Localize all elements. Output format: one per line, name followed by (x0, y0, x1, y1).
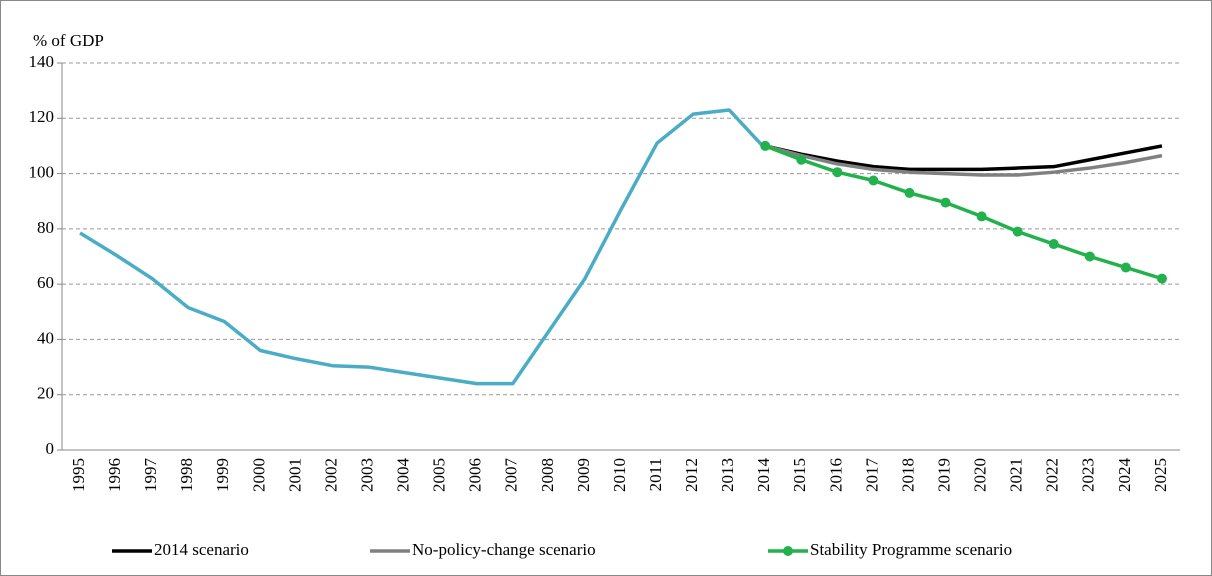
y-tick-label: 40 (37, 328, 54, 347)
legend-label: 2014 scenario (154, 540, 249, 559)
x-tick-label: 2007 (502, 458, 521, 493)
x-tick-label: 2013 (718, 458, 737, 492)
x-tick-label: 2010 (610, 458, 629, 492)
series-line (79, 108, 767, 386)
point-marker (1012, 226, 1023, 237)
x-tick-label: 2008 (538, 458, 557, 492)
x-tick-label: 2015 (790, 458, 809, 492)
point-marker (940, 197, 951, 208)
series-line (764, 144, 1163, 177)
x-tick-label: 2019 (934, 458, 953, 492)
x-tick-label: 2000 (249, 458, 268, 492)
series-line (764, 144, 1163, 281)
y-tick-label: 120 (29, 107, 55, 126)
x-tick-label: 2018 (898, 458, 917, 492)
point-marker (760, 140, 771, 151)
x-tick-label: 1999 (213, 458, 232, 492)
x-tick-label: 2020 (971, 458, 990, 492)
x-tick-label: 2022 (1043, 458, 1062, 492)
legend-label: No-policy-change scenario (412, 540, 596, 559)
x-tick-label: 2025 (1151, 458, 1170, 492)
x-tick-label: 2001 (285, 458, 304, 492)
point-marker (1156, 273, 1167, 284)
x-tick-label: 2016 (826, 458, 845, 492)
x-tick-label: 2003 (357, 458, 376, 492)
y-tick-label: 20 (37, 384, 54, 403)
x-tick-label: 2023 (1079, 458, 1098, 492)
x-tick-label: 2009 (574, 458, 593, 492)
x-tick-label: 1997 (141, 458, 160, 493)
point-marker (1084, 251, 1095, 262)
y-tick-label: 100 (29, 162, 55, 181)
x-tick-label: 2017 (862, 458, 881, 493)
x-tick-label: 2011 (646, 458, 665, 491)
x-tick-label: 2014 (754, 458, 773, 493)
y-tick-label: 140 (29, 52, 55, 71)
x-tick-label: 2024 (1115, 458, 1134, 493)
x-tick-label: 2005 (430, 458, 449, 492)
legend-marker (783, 546, 793, 556)
point-marker (976, 211, 987, 222)
point-marker (904, 187, 915, 198)
x-tick-label: 2006 (466, 458, 485, 492)
x-tick-label: 1998 (177, 458, 196, 492)
y-axis-label: % of GDP (33, 31, 104, 50)
legend-label: Stability Programme scenario (810, 540, 1012, 559)
point-marker (1120, 262, 1131, 273)
x-tick-label: 2012 (682, 458, 701, 492)
y-tick-label: 60 (37, 273, 54, 292)
series-line (764, 144, 1163, 172)
point-marker (868, 175, 879, 186)
x-tick-label: 2004 (394, 458, 413, 493)
point-marker (832, 167, 843, 178)
x-tick-label: 2002 (321, 458, 340, 492)
y-tick-label: 0 (46, 439, 55, 458)
x-tick-label: 1995 (69, 458, 88, 492)
y-tick-label: 80 (37, 218, 54, 237)
point-marker (796, 154, 807, 165)
x-tick-label: 2021 (1007, 458, 1026, 492)
point-marker (1048, 239, 1059, 250)
x-tick-label: 1996 (105, 458, 124, 492)
